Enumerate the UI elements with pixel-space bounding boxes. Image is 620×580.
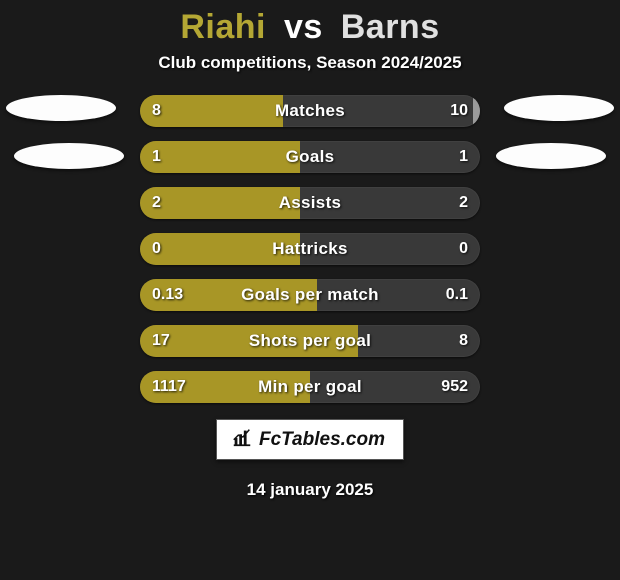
stat-row: 0.13Goals per match0.1 [140,279,480,311]
stat-row: 1Goals1 [140,141,480,173]
stat-metric-label: Min per goal [140,371,480,403]
player2-name: Barns [341,8,440,46]
stat-value-right: 8 [459,325,468,357]
title: Riahi vs Barns [180,8,439,47]
stat-metric-label: Goals per match [140,279,480,311]
stat-metric-label: Hattricks [140,233,480,265]
player-photo-placeholder [496,143,606,169]
stat-row: 0Hattricks0 [140,233,480,265]
brand-badge: FcTables.com [216,419,404,460]
stat-metric-label: Shots per goal [140,325,480,357]
player-photo-placeholder [504,95,614,121]
stat-metric-label: Matches [140,95,480,127]
subtitle: Club competitions, Season 2024/2025 [158,53,461,73]
stat-row: 17Shots per goal8 [140,325,480,357]
stat-row: 2Assists2 [140,187,480,219]
stat-value-right: 952 [441,371,468,403]
player-photo-placeholder [14,143,124,169]
chart-icon [231,426,253,453]
stat-row: 1117Min per goal952 [140,371,480,403]
stat-value-right: 0 [459,233,468,265]
stat-value-right: 0.1 [446,279,468,311]
vs-label: vs [284,8,323,46]
stat-value-right: 2 [459,187,468,219]
stat-metric-label: Goals [140,141,480,173]
stat-metric-label: Assists [140,187,480,219]
player-photo-placeholder [6,95,116,121]
player1-name: Riahi [180,8,266,46]
stat-row: 8Matches10 [140,95,480,127]
stat-value-right: 10 [450,95,468,127]
stats-block: 8Matches101Goals12Assists20Hattricks00.1… [0,95,620,403]
date-label: 14 january 2025 [247,480,374,500]
stat-value-right: 1 [459,141,468,173]
brand-label: FcTables.com [259,429,385,451]
comparison-card: Riahi vs Barns Club competitions, Season… [0,0,620,580]
